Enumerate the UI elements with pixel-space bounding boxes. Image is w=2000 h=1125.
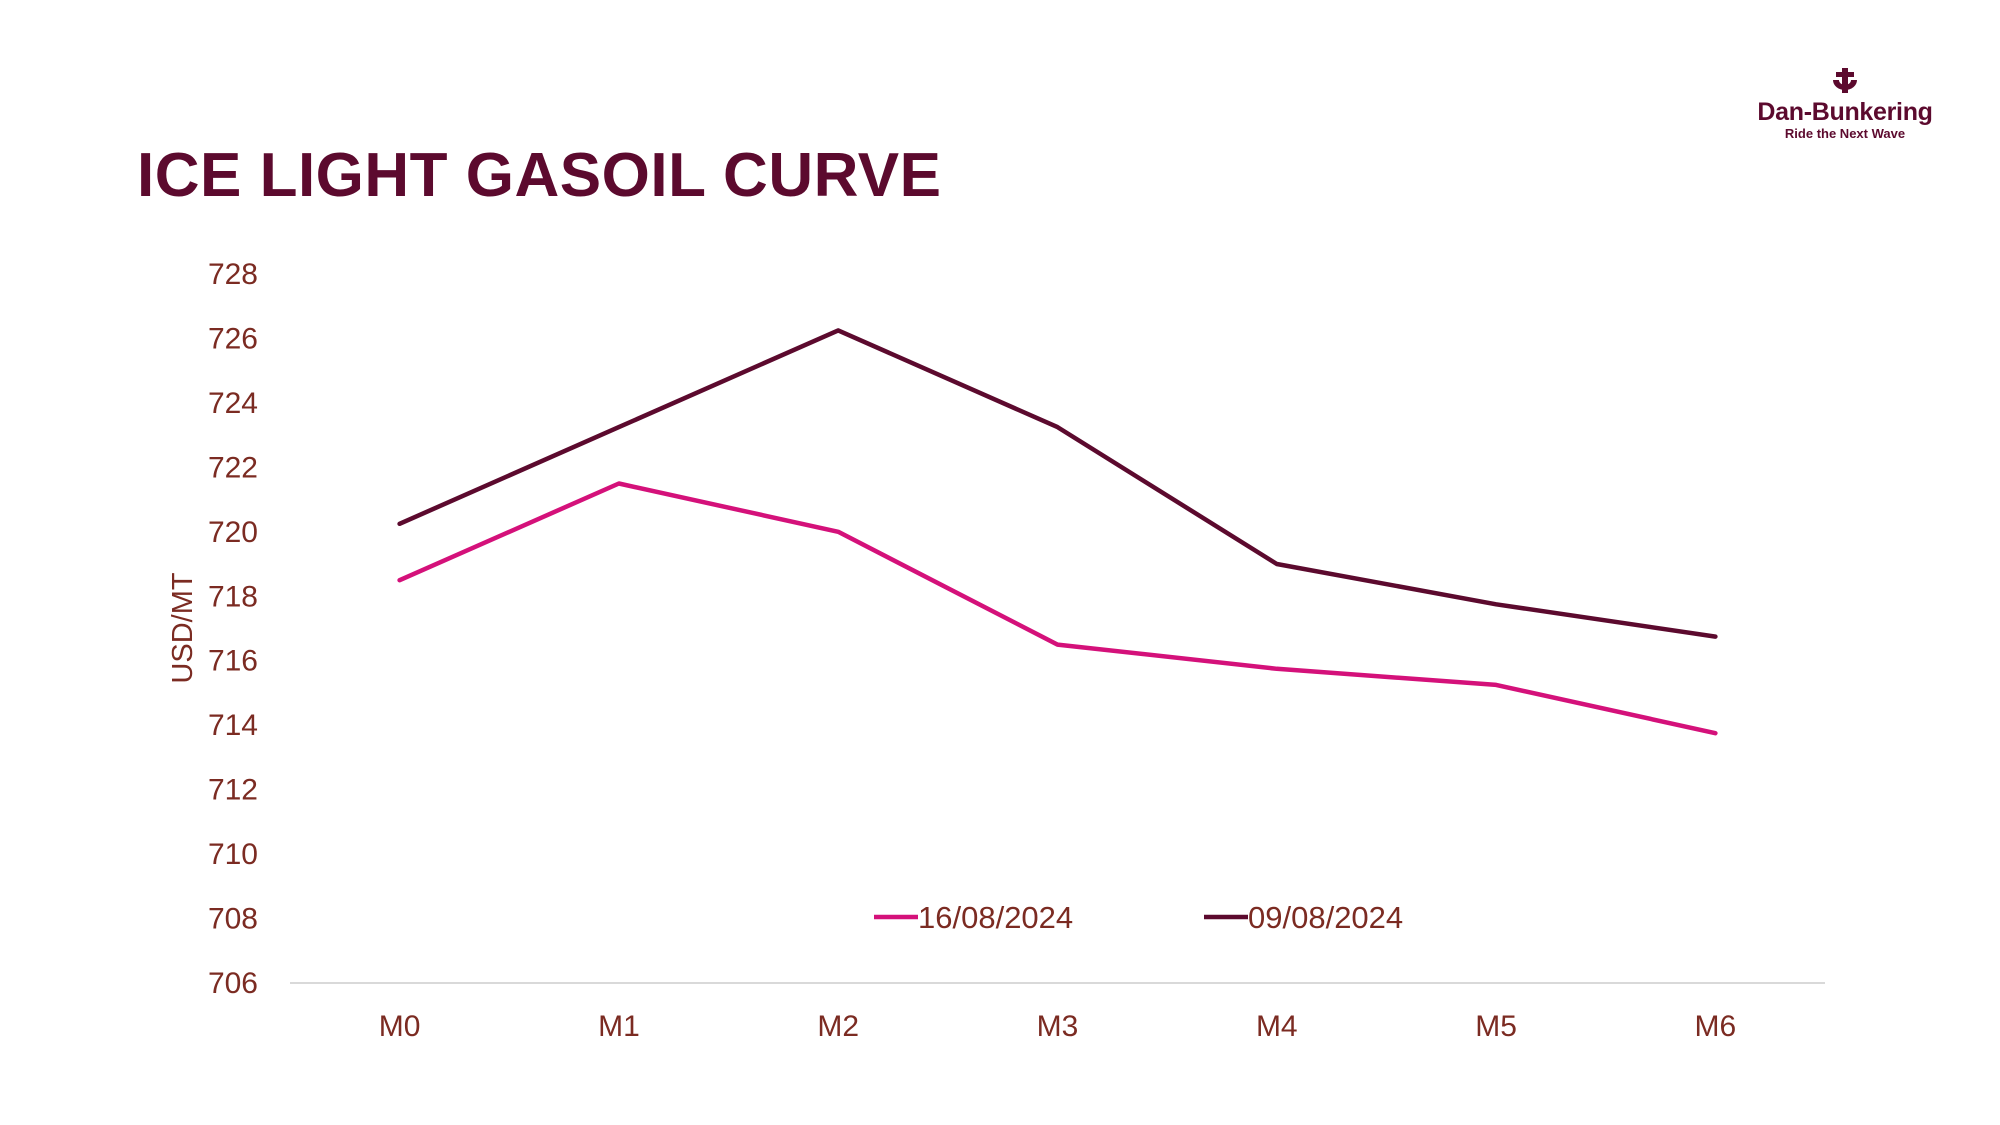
x-tick-label: M1 [598,1010,640,1043]
y-tick-label: 712 [208,774,258,807]
legend-label: 09/08/2024 [1248,900,1403,935]
y-tick-label: 720 [208,516,258,549]
y-tick-label: 706 [208,967,258,1000]
series-lines [397,328,1718,736]
brand-logo[interactable]: Dan-Bunkering Ride the Next Wave [1740,68,1950,154]
y-tick-label: 716 [208,645,258,678]
x-tick-label: M2 [817,1010,859,1043]
y-axis-ticks: 706 708 710 712 714 716 718 720 722 724 726 728 [208,258,258,1000]
legend: 16/08/2024 09/08/2024 [874,900,1403,935]
x-tick-label: M4 [1256,1010,1298,1043]
y-tick-label: 722 [208,451,258,484]
x-tick-label: M6 [1695,1010,1737,1043]
y-tick-label: 718 [208,580,258,613]
legend-label: 16/08/2024 [918,900,1073,935]
y-tick-label: 726 [208,322,258,355]
x-tick-label: M5 [1475,1010,1517,1043]
y-tick-label: 728 [208,258,258,291]
page-title: ICE LIGHT GASOIL CURVE [137,141,942,210]
x-tick-label: M0 [379,1010,421,1043]
y-axis-label: USD/MT [167,572,199,683]
y-tick-label: 708 [208,903,258,936]
y-tick-label: 724 [208,387,258,420]
legend-item: 16/08/2024 [874,900,1073,935]
series-line-1 [397,481,1718,736]
x-axis-ticks: M0 M1 M2 M3 M4 M5 M6 [379,1010,1736,1043]
y-tick-label: 710 [208,838,258,871]
anchor-d-icon [1833,68,1857,93]
y-tick-label: 714 [208,709,258,742]
brand-tagline: Ride the Next Wave [1784,126,1906,141]
x-tick-label: M3 [1037,1010,1079,1043]
brand-name: Dan-Bunkering [1757,98,1933,126]
legend-item: 09/08/2024 [1204,900,1403,935]
series-line-2 [397,328,1718,639]
